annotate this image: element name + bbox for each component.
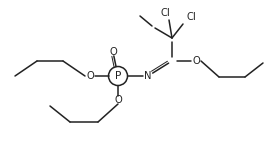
Text: O: O bbox=[114, 95, 122, 105]
Text: Cl: Cl bbox=[160, 8, 170, 18]
Text: O: O bbox=[192, 56, 200, 66]
Text: Cl: Cl bbox=[186, 12, 196, 22]
Text: O: O bbox=[109, 47, 117, 57]
Text: N: N bbox=[144, 71, 152, 81]
Text: P: P bbox=[115, 71, 121, 81]
Text: O: O bbox=[86, 71, 94, 81]
